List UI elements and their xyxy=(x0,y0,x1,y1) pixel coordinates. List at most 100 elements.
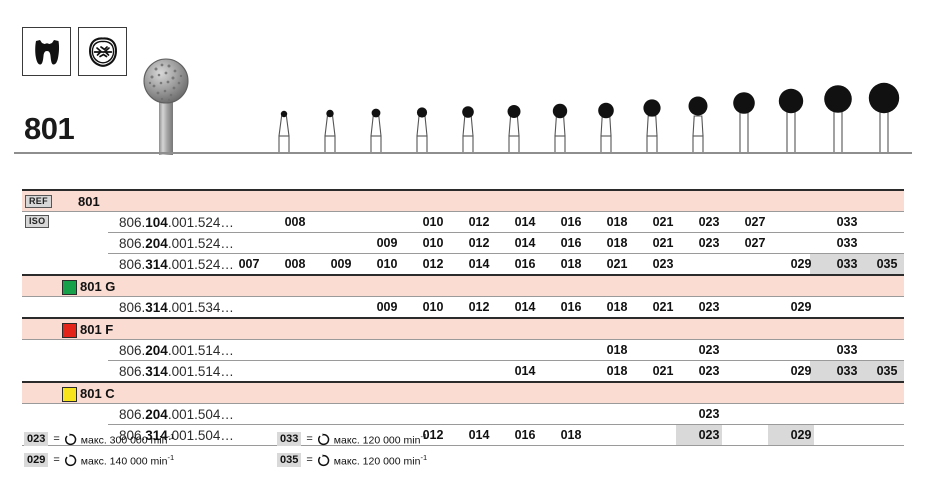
bur-021 xyxy=(634,92,670,152)
bur-033 xyxy=(818,84,858,152)
rule xyxy=(108,424,904,425)
cell-023: 023 xyxy=(698,364,720,378)
tooth-occlusal-icon xyxy=(78,27,127,76)
bur-008 xyxy=(312,94,348,152)
iso-row-314-c[interactable]: 806.314.001.504… 012 014 016 018 023 029 xyxy=(22,425,904,445)
iso-row-204-c[interactable]: 806.204.001.504… 023 xyxy=(22,404,904,424)
cell-018: 018 xyxy=(606,300,628,314)
iso-row-104[interactable]: ISO 806.104.001.524… 008 010 012 014 016… xyxy=(22,212,904,232)
iso-row-314-g[interactable]: 806.314.001.534… 009 010 012 014 016 018… xyxy=(22,297,904,317)
rule xyxy=(108,232,904,233)
cell-021: 021 xyxy=(652,364,674,378)
cell-010: 010 xyxy=(422,236,444,250)
bur-009 xyxy=(358,94,394,152)
iso-code: 806.204.001.504… xyxy=(119,407,234,422)
table-top-rule xyxy=(22,189,904,191)
section-header-801-c: 801 C xyxy=(22,383,904,403)
cell-029: 029 xyxy=(790,364,812,378)
bur-size-row xyxy=(0,52,926,152)
legend-key: 029 xyxy=(24,453,49,468)
cell-023: 023 xyxy=(698,428,720,442)
iso-row-204-f[interactable]: 806.204.001.514… 018 023 033 xyxy=(22,340,904,360)
cell-014: 014 xyxy=(468,428,490,442)
rule xyxy=(22,445,904,446)
cell-018: 018 xyxy=(606,364,628,378)
rule xyxy=(22,274,904,276)
speed-highlight xyxy=(810,254,904,274)
cell-023: 023 xyxy=(698,407,720,421)
cell-014: 014 xyxy=(514,236,536,250)
legend-item-035: 035 = макс. 120 000 min-1 xyxy=(277,453,427,468)
legend-text: макс. 120 000 min-1 xyxy=(333,432,428,447)
cell-012: 012 xyxy=(422,257,444,271)
bur-007 xyxy=(266,94,302,152)
cell-010: 010 xyxy=(422,215,444,229)
cell-010: 010 xyxy=(376,257,398,271)
rotation-speed-icon xyxy=(317,433,330,446)
rotation-speed-icon xyxy=(64,454,77,467)
cell-018: 018 xyxy=(560,257,582,271)
section-heading: 801 xyxy=(78,194,100,209)
rule xyxy=(22,296,904,297)
section-header-801: REF 801 xyxy=(22,191,904,211)
bur-018 xyxy=(588,94,624,152)
cell-027: 027 xyxy=(744,215,766,229)
legend-key: 033 xyxy=(277,432,302,447)
iso-code: 806.314.001.514… xyxy=(119,364,234,379)
cell-023: 023 xyxy=(698,215,720,229)
rotation-speed-icon xyxy=(317,454,330,467)
iso-code: 806.204.001.524… xyxy=(119,236,234,251)
bur-012 xyxy=(450,94,486,152)
cell-033: 033 xyxy=(836,257,858,271)
rule xyxy=(108,253,904,254)
cell-033: 033 xyxy=(836,364,858,378)
cell-029: 029 xyxy=(790,428,812,442)
bur-035 xyxy=(862,82,906,152)
cell-012: 012 xyxy=(468,300,490,314)
page-header: 801 xyxy=(0,0,926,160)
cell-023: 023 xyxy=(698,300,720,314)
legend-key: 035 xyxy=(277,453,302,468)
speed-highlight-023 xyxy=(676,425,722,445)
cell-018: 018 xyxy=(606,343,628,357)
bur-029 xyxy=(772,86,810,152)
speed-highlight-029 xyxy=(768,425,814,445)
cell-008: 008 xyxy=(284,257,306,271)
cell-008: 008 xyxy=(284,215,306,229)
section-heading: 801 F xyxy=(80,322,114,337)
cell-018: 018 xyxy=(606,215,628,229)
rule xyxy=(108,360,904,361)
cell-012: 012 xyxy=(468,215,490,229)
cell-014: 014 xyxy=(468,257,490,271)
cell-021: 021 xyxy=(652,300,674,314)
cell-016: 016 xyxy=(560,215,582,229)
bur-016 xyxy=(542,94,578,152)
iso-code: 806.314.001.504… xyxy=(119,428,234,443)
cell-009: 009 xyxy=(376,236,398,250)
cell-018: 018 xyxy=(560,428,582,442)
legend-equals: = xyxy=(53,433,60,446)
iso-row-314-f[interactable]: 806.314.001.514… 014 018 021 023 029 033… xyxy=(22,361,904,381)
legend-item-023: 023 = макс. 300 000 min-1 xyxy=(24,432,174,447)
cell-021: 021 xyxy=(606,257,628,271)
cell-010: 010 xyxy=(422,300,444,314)
cell-023: 023 xyxy=(652,257,674,271)
section-header-801-f: 801 F xyxy=(22,319,904,339)
cell-014: 014 xyxy=(514,300,536,314)
iso-row-204[interactable]: 806.204.001.524… 009 010 012 014 016 018… xyxy=(22,233,904,253)
rule xyxy=(22,381,904,383)
color-swatch-green xyxy=(62,280,77,295)
cell-012: 012 xyxy=(468,236,490,250)
cell-027: 027 xyxy=(744,236,766,250)
cell-016: 016 xyxy=(514,257,536,271)
rule xyxy=(22,339,904,340)
lead-bur-illustration xyxy=(140,55,192,160)
cell-033: 033 xyxy=(836,236,858,250)
tooth-cross-section-icon xyxy=(22,27,71,76)
cell-016: 016 xyxy=(514,428,536,442)
iso-row-314[interactable]: 806.314.001.524… 007 008 009 010 012 014… xyxy=(22,254,904,274)
ref-badge: REF xyxy=(25,195,52,208)
cell-007: 007 xyxy=(238,257,260,271)
bur-027 xyxy=(726,88,762,152)
